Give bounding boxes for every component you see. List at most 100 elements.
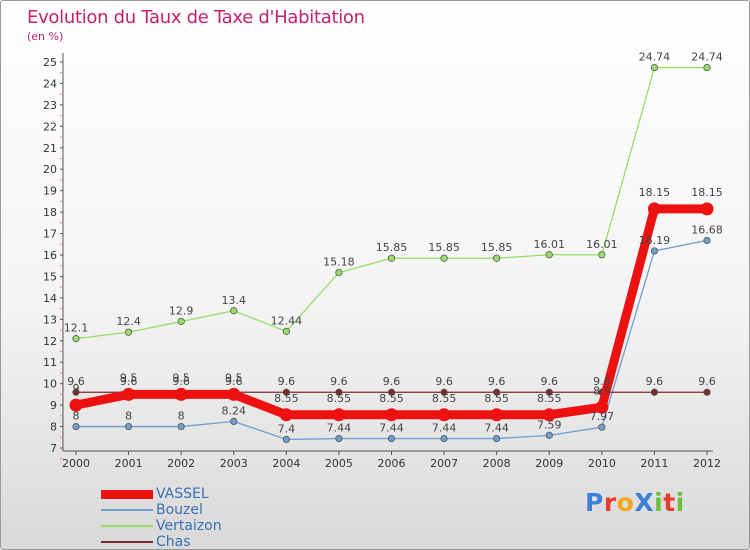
- y-tick-label: 8: [50, 421, 57, 434]
- y-tick-label: 23: [43, 99, 57, 112]
- y-tick-label: 12: [43, 335, 57, 348]
- data-point-vertaizon: [493, 254, 501, 262]
- data-label-vassel: 9: [73, 382, 80, 395]
- data-point-vertaizon: [335, 268, 343, 277]
- data-label-chas: 9.6: [120, 375, 138, 388]
- logo-letter: P: [585, 488, 604, 517]
- data-label-vertaizon: 15.18: [323, 256, 355, 269]
- data-point-vassel: [69, 398, 83, 412]
- series-line-vertaizon: [75, 66, 707, 340]
- legend-label: VASSEL: [156, 486, 209, 502]
- x-tick-label: 2002: [167, 457, 195, 470]
- y-tick-label: 18: [43, 206, 57, 219]
- y-tick-label: 16: [43, 249, 57, 262]
- data-point-bouzel: [440, 434, 448, 443]
- data-point-bouzel: [703, 236, 711, 245]
- data-point-vertaizon: [282, 327, 290, 335]
- y-tick-label: 24: [43, 77, 57, 90]
- chart-subtitle: (en %): [27, 30, 64, 43]
- x-tick-label: 2007: [430, 457, 458, 470]
- logo-letter: X: [634, 488, 655, 517]
- logo-letter: r: [603, 488, 617, 517]
- data-point-vertaizon: [230, 307, 238, 315]
- y-tick-label: 9: [50, 399, 57, 412]
- x-tick-label: 2009: [535, 457, 563, 470]
- data-label-chas: 9.6: [435, 375, 453, 388]
- y-tick-label: 21: [43, 142, 57, 155]
- data-point-chas: [440, 388, 448, 396]
- y-tick-label: 14: [43, 292, 57, 305]
- data-point-vertaizon: [387, 254, 396, 262]
- legend-swatch: [101, 541, 153, 543]
- data-label-vassel: 8.55: [537, 392, 562, 405]
- data-label-chas: 9.6: [541, 375, 559, 388]
- data-label-vassel: 9.5: [225, 371, 243, 384]
- y-tick-label: 25: [43, 56, 57, 69]
- y-tick-label: 7: [50, 442, 57, 455]
- x-tick-label: 2006: [378, 457, 406, 470]
- data-point-vassel: [437, 408, 451, 422]
- data-point-vassel: [542, 408, 556, 422]
- y-tick-label: 11: [43, 356, 57, 369]
- data-label-vertaizon: 13.4: [222, 294, 247, 307]
- data-label-chas: 9.6: [383, 375, 401, 388]
- y-tick-label: 20: [43, 163, 57, 176]
- y-tick-label: 22: [43, 120, 57, 133]
- data-point-chas: [650, 388, 659, 396]
- data-point-bouzel: [650, 247, 659, 255]
- x-tick-label: 2010: [588, 457, 616, 470]
- data-point-bouzel: [598, 423, 606, 431]
- data-point-vassel: [122, 387, 136, 401]
- logo-letter: o: [616, 488, 635, 517]
- data-label-vassel: 8.55: [432, 392, 457, 405]
- y-tick-label: 15: [43, 270, 57, 283]
- data-label-vertaizon: 15.85: [428, 241, 460, 254]
- logo-letter: t: [663, 488, 676, 517]
- data-label-vertaizon: 12.44: [271, 314, 303, 327]
- data-point-bouzel: [335, 434, 343, 443]
- data-point-vassel: [647, 202, 661, 216]
- x-tick-label: 2000: [62, 457, 90, 470]
- data-point-bouzel: [177, 422, 185, 431]
- chart-title: Evolution du Taux de Taxe d'Habitation: [27, 7, 365, 28]
- data-point-bouzel: [282, 435, 290, 444]
- x-tick-label: 2001: [115, 457, 143, 470]
- legend-swatch: [101, 509, 153, 511]
- data-point-bouzel: [124, 422, 133, 431]
- x-tick-label: 2011: [640, 457, 668, 470]
- proxiti-logo: ProXiti: [585, 488, 685, 517]
- y-tick-label: 19: [43, 185, 57, 198]
- data-label-vertaizon: 24.74: [691, 51, 723, 64]
- x-tick-label: 2004: [272, 457, 300, 470]
- data-point-vertaizon: [124, 328, 133, 336]
- data-label-chas: 9.6: [67, 375, 85, 388]
- data-point-vassel: [385, 408, 398, 422]
- data-label-vertaizon: 16.01: [534, 238, 566, 251]
- x-tick-label: 2003: [220, 457, 248, 470]
- x-tick-label: 2012: [693, 457, 721, 470]
- data-point-vertaizon: [440, 254, 448, 262]
- data-label-chas: 9.6: [646, 375, 664, 388]
- data-label-bouzel: 7.44: [327, 422, 352, 435]
- logo-letter: i: [654, 488, 664, 517]
- data-label-bouzel: 7.4: [278, 422, 296, 435]
- data-label-bouzel: 8: [125, 410, 132, 423]
- data-label-vassel: 8.55: [274, 392, 299, 405]
- data-point-vassel: [227, 387, 241, 401]
- data-point-chas: [703, 388, 711, 396]
- data-label-chas: 9.6: [330, 375, 348, 388]
- data-point-chas: [335, 388, 343, 396]
- data-label-vassel: 9.5: [172, 371, 190, 384]
- data-point-vertaizon: [545, 251, 553, 259]
- data-label-bouzel: 8: [178, 410, 185, 423]
- data-point-vassel: [332, 408, 346, 422]
- data-point-vertaizon: [177, 317, 185, 326]
- data-point-vertaizon: [703, 63, 711, 72]
- data-label-vassel: 8.55: [484, 392, 509, 405]
- data-point-chas: [387, 388, 396, 396]
- data-point-vassel: [595, 400, 609, 414]
- data-label-vassel: 8.55: [327, 392, 352, 405]
- data-label-vertaizon: 16.01: [586, 238, 618, 251]
